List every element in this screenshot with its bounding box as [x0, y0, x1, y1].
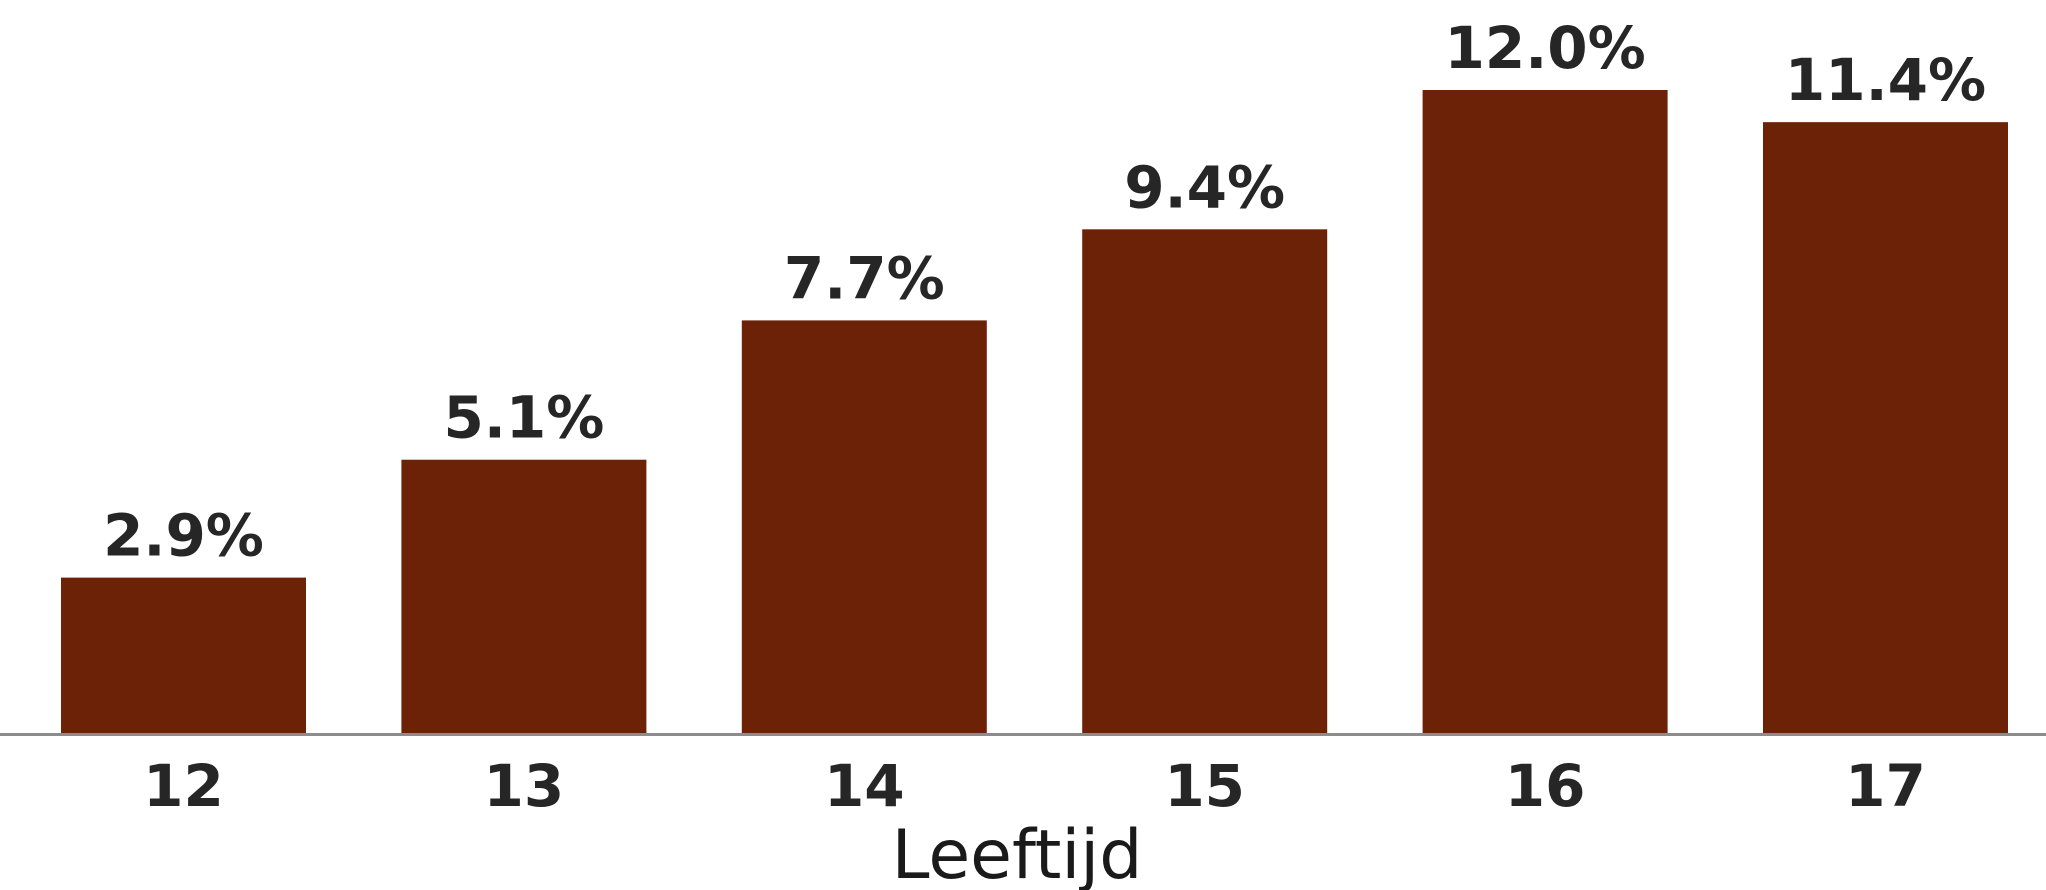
x-tick-label-12: 12: [143, 752, 224, 820]
bar-12: [61, 577, 306, 733]
bar-value-label-15: 9.4%: [1124, 153, 1285, 221]
x-tick-label-14: 14: [824, 752, 905, 820]
x-tick-label-13: 13: [484, 752, 565, 820]
bar-value-label-14: 7.7%: [784, 244, 945, 312]
bar-value-label-12: 2.9%: [103, 502, 264, 570]
value-labels-group: 2.9% 5.1% 7.7% 9.4% 12.0% 11.4%: [103, 14, 1986, 570]
x-tick-label-15: 15: [1164, 752, 1245, 820]
x-tick-label-16: 16: [1505, 752, 1586, 820]
bar-17: [1763, 122, 2008, 733]
bar-13: [401, 459, 647, 733]
bar-value-label-17: 11.4%: [1785, 46, 1986, 114]
bar-value-label-13: 5.1%: [443, 384, 604, 452]
x-tick-labels-group: 12 13 14 15 16 17: [143, 752, 1926, 820]
bar-16: [1422, 90, 1668, 733]
bar-14: [741, 320, 987, 733]
x-axis-title: Leeftijd: [892, 816, 1143, 890]
x-tick-label-17: 17: [1845, 752, 1926, 820]
bar-value-label-16: 12.0%: [1444, 14, 1645, 82]
bar-15: [1082, 229, 1328, 734]
bars-group: [61, 90, 2008, 734]
